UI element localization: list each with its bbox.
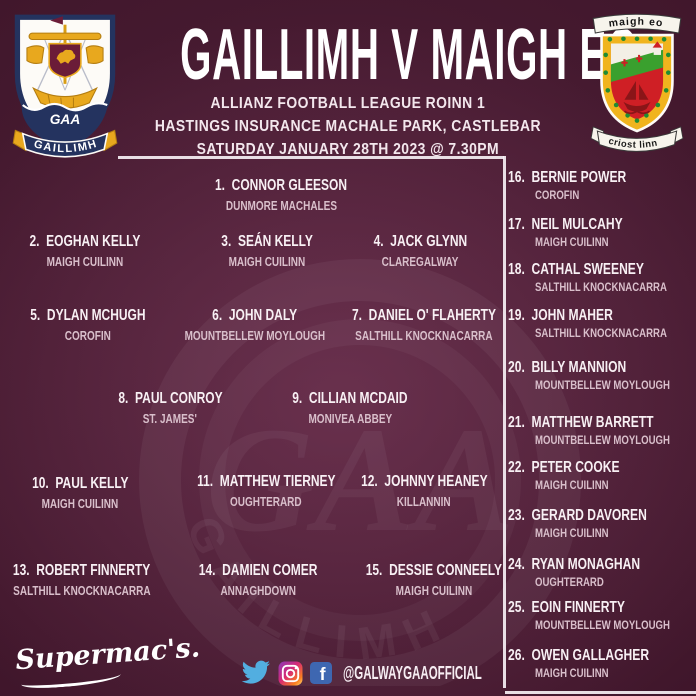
player-entry: 14. DAMIEN COMER ANNAGHDOWN [98,562,418,598]
player-entry: 5. DYLAN MCHUGH COROFIN [0,307,248,343]
player-entry: 10. PAUL KELLY MAIGH CUILINN [0,475,240,511]
player-club: MAIGH CUILINN [535,526,609,540]
player-number-name: 21. MATTHEW BARRETT [508,414,654,431]
player-entry: 6. JOHN DALY MOUNTBELLEW MOYLOUGH [95,307,415,343]
player-number-name: 1. CONNOR GLEESON [214,177,348,194]
player-club: SALTHILL KNOCKNACARRA [535,280,667,294]
player-club: MOUNTBELLEW MOYLOUGH [184,329,326,343]
player-number-name: 9. CILLIAN MCDAID [292,390,408,407]
player-entry: 1. CONNOR GLEESON DUNMORE MACHALES [121,177,441,213]
datetime-line: SATURDAY JANUARY 28TH 2023 @ 7.30PM [196,141,500,158]
match-details: ALLIANZ FOOTBALL LEAGUE ROINN 1 HASTINGS… [0,92,696,161]
player-club: ANNAGHDOWN [220,584,296,598]
player-club: MAIGH CUILINN [395,584,473,598]
player-number-name: 15. DESSIE CONNEELY [365,562,503,579]
player-entry: 15. DESSIE CONNEELY MAIGH CUILINN [274,562,594,598]
player-entry: 13. ROBERT FINNERTY SALTHILL KNOCKNACARRA [0,562,242,598]
player-number-name: 6. JOHN DALY [212,307,298,324]
player-number-name: 23. GERARD DAVOREN [508,507,647,524]
player-number-name: 22. PETER COOKE [508,459,620,476]
player-club: MOUNTBELLEW MOYLOUGH [535,618,670,632]
match-title: GAILLIMH V MAIGH EO [180,15,639,95]
player-number-name: 19. JOHN MAHER [508,307,613,324]
player-club: OUGHTERARD [230,495,302,509]
player-number-name: 5. DYLAN MCHUGH [30,307,146,324]
player-number-name: 11. MATTHEW TIERNEY [196,473,336,490]
player-entry: 7. DANIEL O' FLAHERTY SALTHILL KNOCKNACAR… [264,307,584,343]
player-club: MAIGH CUILINN [41,497,119,511]
sub-entry: 24. RYAN MONAGHAN OUGHTERARD [508,557,696,589]
sub-entry: 18. CATHAL SWEENEY SALTHILL KNOCKNACARRA [508,262,696,294]
player-club: MAIGH CUILINN [46,255,124,269]
player-club: MAIGH CUILINN [535,478,609,492]
player-club: CLAREGALWAY [381,255,459,269]
player-club: MOUNTBELLEW MOYLOUGH [535,433,670,447]
player-entry: 11. MATTHEW TIERNEY OUGHTERARD [106,473,426,509]
player-number-name: 17. NEIL MULCAHY [508,216,623,233]
svg-text:f: f [320,664,326,684]
player-number-name: 2. EOGHAN KELLY [29,233,141,250]
player-number-name: 8. PAUL CONROY [117,390,223,407]
player-club: COROFIN [64,329,112,343]
player-number-name: 24. RYAN MONAGHAN [508,556,641,573]
player-number-name: 12. JOHNNY HEANEY [360,473,488,490]
player-number-name: 10. PAUL KELLY [31,475,129,492]
sub-entry: 16. BERNIE POWER COROFIN [508,170,696,202]
player-number-name: 16. BERNIE POWER [508,169,627,186]
gaa-mark: GAA [50,112,81,127]
player-club: MAIGH CUILINN [535,235,609,249]
sub-entry: 21. MATTHEW BARRETT MOUNTBELLEW MOYLOUGH [508,415,696,447]
player-number-name: 26. OWEN GALLAGHER [508,647,650,664]
social-handle: @GALWAYGAAOFFICIAL [343,662,482,683]
player-club: SALTHILL KNOCKNACARRA [355,329,493,343]
column-divider [503,156,506,688]
player-club: MAIGH CUILINN [228,255,306,269]
bottom-divider [505,691,696,694]
player-club: SALTHILL KNOCKNACARRA [535,326,667,340]
header-divider [118,156,504,159]
player-club: OUGHTERARD [535,575,604,589]
sub-entry: 20. BILLY MANNION MOUNTBELLEW MOYLOUGH [508,360,696,392]
social-bar: f @GALWAYGAAOFFICIAL [240,658,560,688]
sub-entry: 19. JOHN MAHER SALTHILL KNOCKNACARRA [508,308,696,340]
venue-line: HASTINGS INSURANCE MACHALE PARK, CASTLEB… [154,118,542,135]
player-entry: 12. JOHNNY HEANEY KILLANNIN [264,473,584,509]
player-number-name: 18. CATHAL SWEENEY [508,261,644,278]
player-entry: 3. SEÁN KELLY MAIGH CUILINN [107,233,427,269]
supermacs-logo: Supermac's. [15,632,201,693]
player-number-name: 14. DAMIEN COMER [198,562,318,579]
player-entry: 2. EOGHAN KELLY MAIGH CUILINN [0,233,245,269]
sponsor-name: Supermac's. [14,632,202,677]
player-club: MOUNTBELLEW MOYLOUGH [535,378,670,392]
player-club: MONIVEA ABBEY [308,412,392,426]
player-entry: 9. CILLIAN MCDAID MONIVEA ABBEY [190,390,510,426]
galway-gaa-crest: GAA GAILLIMH [12,14,118,158]
galway-banner: GAILLIMH [32,138,99,155]
player-number-name: 4. JACK GLYNN [373,233,467,250]
sub-entry: 23. GERARD DAVOREN MAIGH CUILINN [508,508,696,540]
sub-entry: 22. PETER COOKE MAIGH CUILINN [508,460,696,492]
facebook-icon[interactable]: f [310,662,332,684]
player-club: SALTHILL KNOCKNACARRA [13,584,151,598]
instagram-icon[interactable] [278,661,303,686]
player-entry: 8. PAUL CONROY ST. JAMES' [10,390,330,426]
sub-entry: 17. NEIL MULCAHY MAIGH CUILINN [508,217,696,249]
sub-entry: 25. EOIN FINNERTY MOUNTBELLEW MOYLOUGH [508,600,696,632]
competition-line: ALLIANZ FOOTBALL LEAGUE ROINN 1 [210,95,486,112]
player-club: COROFIN [535,188,580,202]
player-club: DUNMORE MACHALES [225,199,337,213]
player-club: ST. JAMES' [142,412,198,426]
twitter-icon[interactable] [240,660,271,686]
player-number-name: 3. SEÁN KELLY [221,233,313,250]
player-number-name: 7. DANIEL O' FLAHERTY [352,307,496,324]
player-club: KILLANNIN [397,495,451,509]
player-number-name: 13. ROBERT FINNERTY [13,562,151,579]
player-entry: 4. JACK GLYNN CLAREGALWAY [260,233,580,269]
player-number-name: 20. BILLY MANNION [508,359,627,376]
player-club: MAIGH CUILINN [535,666,609,680]
sub-entry: 26. OWEN GALLAGHER MAIGH CUILINN [508,648,696,680]
player-number-name: 25. EOIN FINNERTY [508,599,625,616]
mayo-gaa-crest: maigh eo criost linn [590,13,684,152]
